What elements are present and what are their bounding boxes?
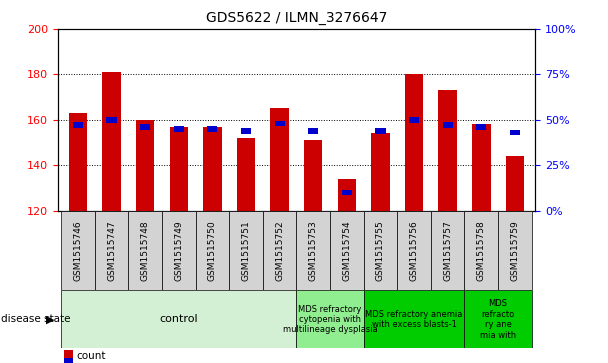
Bar [274, 121, 285, 126]
Bar [364, 290, 465, 348]
Bar [304, 140, 322, 211]
Bar [364, 211, 397, 290]
Bar [69, 113, 87, 211]
Bar [73, 122, 83, 128]
Text: GDS5622 / ILMN_3276647: GDS5622 / ILMN_3276647 [206, 11, 387, 25]
Text: ▶: ▶ [46, 314, 55, 325]
Bar [170, 127, 188, 211]
Text: GSM1515750: GSM1515750 [208, 220, 217, 281]
Bar [476, 124, 486, 130]
Bar [102, 72, 121, 211]
Bar [506, 156, 524, 211]
Text: GSM1515746: GSM1515746 [74, 220, 83, 281]
Text: GSM1515751: GSM1515751 [241, 220, 250, 281]
Bar [443, 122, 453, 128]
Bar [136, 120, 154, 211]
Bar [296, 211, 330, 290]
Bar [95, 211, 128, 290]
Bar [371, 133, 390, 211]
Bar [308, 128, 319, 134]
Text: GSM1515753: GSM1515753 [309, 220, 318, 281]
Text: GSM1515752: GSM1515752 [275, 220, 284, 281]
Bar [263, 211, 297, 290]
Text: GSM1515748: GSM1515748 [140, 220, 150, 281]
Text: GSM1515749: GSM1515749 [174, 220, 183, 281]
Bar [472, 124, 491, 211]
Text: MDS refractory anemia
with excess blasts-1: MDS refractory anemia with excess blasts… [365, 310, 463, 329]
Bar [140, 124, 150, 130]
Bar [271, 109, 289, 211]
Bar [409, 117, 419, 123]
Bar [61, 211, 95, 290]
Bar [196, 211, 229, 290]
Bar [510, 130, 520, 135]
Bar [296, 290, 364, 348]
Bar [375, 128, 385, 134]
Bar [207, 126, 218, 132]
Bar [498, 211, 531, 290]
Bar [465, 290, 531, 348]
Bar [397, 211, 431, 290]
Bar [162, 211, 196, 290]
Text: control: control [159, 314, 198, 325]
Text: GSM1515757: GSM1515757 [443, 220, 452, 281]
Bar [330, 211, 364, 290]
Bar [61, 290, 297, 348]
Text: GSM1515758: GSM1515758 [477, 220, 486, 281]
Text: MDS
refracto
ry ane
mia with: MDS refracto ry ane mia with [480, 299, 516, 339]
Text: GSM1515759: GSM1515759 [510, 220, 519, 281]
Bar [405, 74, 423, 211]
Text: count: count [76, 351, 106, 361]
Text: GSM1515747: GSM1515747 [107, 220, 116, 281]
Bar [128, 211, 162, 290]
Bar [241, 128, 251, 134]
Bar [237, 138, 255, 211]
Bar [174, 126, 184, 132]
Bar [337, 179, 356, 211]
Text: disease state: disease state [1, 314, 70, 325]
Bar [465, 211, 498, 290]
Text: GSM1515756: GSM1515756 [410, 220, 418, 281]
Bar [438, 90, 457, 211]
Text: MDS refractory
cytopenia with
multilineage dysplasia: MDS refractory cytopenia with multilinea… [283, 305, 378, 334]
Bar [229, 211, 263, 290]
Bar [203, 127, 221, 211]
Bar [342, 189, 352, 195]
Bar [106, 117, 117, 123]
Text: GSM1515755: GSM1515755 [376, 220, 385, 281]
Text: GSM1515754: GSM1515754 [342, 220, 351, 281]
Bar [431, 211, 465, 290]
